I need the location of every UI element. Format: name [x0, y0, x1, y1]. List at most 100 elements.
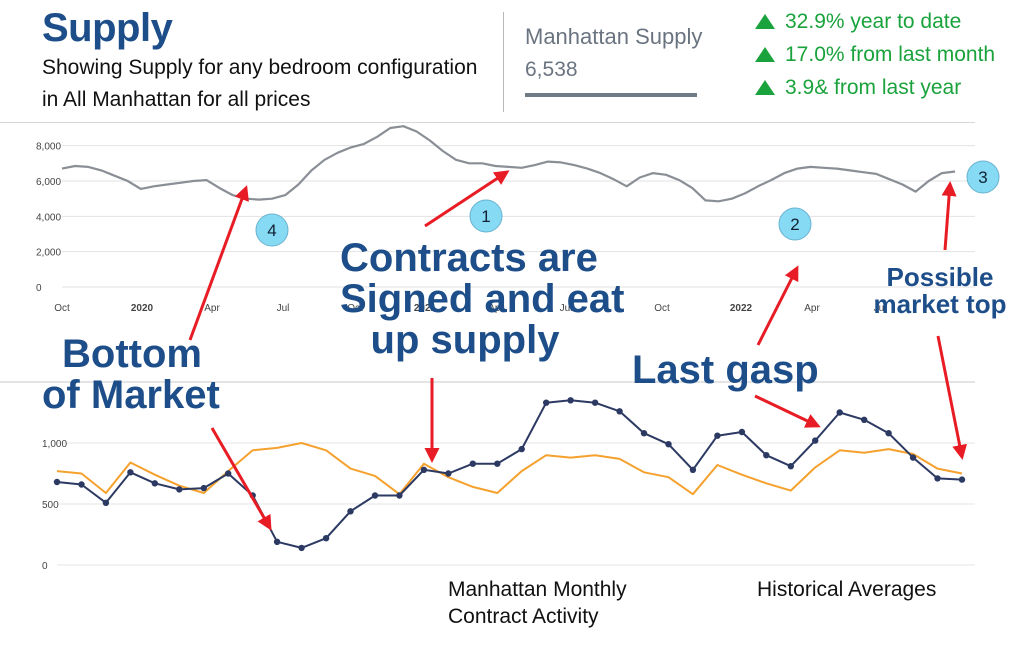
monthly-contract-point [763, 452, 770, 459]
caption-monthly-line2: Contract Activity [448, 605, 599, 629]
monthly-contract-point [494, 460, 501, 467]
supply-stat-value: 6,538 [525, 58, 578, 81]
monthly-contract-point [836, 409, 843, 416]
change-text: 3.9& from last year [785, 76, 962, 99]
up-triangle-icon [755, 47, 775, 62]
supply-y-tick-label: 6,000 [36, 177, 61, 188]
caption-monthly-contract-activity: Manhattan Monthly Contract Activity [448, 576, 627, 631]
arrow-to-marker-3 [941, 181, 957, 251]
annotation-last-gasp: Last gasp [632, 348, 819, 392]
monthly-contract-point [420, 466, 428, 473]
arrow-last-gasp-up [756, 265, 799, 346]
up-triangle-icon [755, 14, 775, 29]
historical-average-line [56, 442, 963, 496]
supply-y-tick-label: 0 [36, 283, 42, 294]
monthly-contract-point [567, 397, 574, 404]
supply-x-tick-label: 2021 [414, 303, 437, 314]
monthly-contract-point [714, 432, 721, 439]
supply-stat-label: Manhattan Supply [525, 24, 703, 49]
monthly-contract-point [53, 478, 61, 486]
monthly-contract-point [934, 475, 941, 482]
supply-x-tick-label: 2020 [131, 303, 154, 314]
monthly-contract-point [396, 492, 403, 499]
change-last-month: 17.0% from last month [755, 43, 995, 67]
arrow-last-gasp-right [754, 394, 821, 428]
monthly-contract-point [591, 399, 599, 406]
annotation-bottom-line2: of Market [42, 372, 220, 417]
supply-y-tick-label: 8,000 [36, 142, 61, 153]
change-last-year: 3.9& from last year [755, 76, 961, 100]
marker-2-label: 2 [790, 215, 799, 234]
subtitle-line-1: Showing Supply for any bedroom configura… [42, 56, 478, 79]
monthly-contract-point [958, 476, 966, 483]
monthly-contract-point [909, 454, 917, 461]
change-year-to-date: 32.9% year to date [755, 10, 961, 34]
annotation-contracts-line1: Contracts are [340, 236, 598, 280]
up-triangle-icon [755, 80, 775, 95]
supply-x-tick-label: Oct [654, 303, 670, 314]
monthly-contract-point [885, 430, 892, 437]
monthly-contract-point [689, 466, 697, 473]
supply-x-tick-label: Apr [204, 303, 220, 314]
contract-y-tick-label: 500 [42, 500, 59, 511]
arrow-to-marker-4 [188, 185, 249, 341]
monthly-contract-point [469, 460, 476, 467]
annotation-top-line1: Possible [886, 262, 994, 292]
monthly-contract-point [347, 508, 354, 515]
annotation-contracts: Contracts are Signed and eat up supply [340, 236, 625, 362]
change-text: 17.0% from last month [785, 43, 996, 66]
monthly-contract-point [298, 544, 305, 552]
monthly-contract-point [665, 441, 672, 448]
monthly-contract-point [176, 486, 183, 493]
contract-y-tick-label: 1,000 [42, 439, 67, 450]
annotation-bottom-line1: Bottom [62, 332, 202, 376]
marker-3-circle [966, 160, 1000, 194]
monthly-contract-point [738, 428, 746, 436]
monthly-contract-point [787, 463, 794, 470]
supply-y-tick-label: 4,000 [36, 212, 61, 223]
marker-4-circle [255, 213, 289, 247]
marker-1-label: 1 [481, 207, 490, 226]
caption-historical-averages: Historical Averages [757, 578, 937, 601]
monthly-contract-point [200, 484, 207, 492]
change-text: 32.9% year to date [785, 10, 962, 33]
monthly-contract-line [56, 399, 963, 549]
supply-y-tick-label: 2,000 [36, 248, 61, 259]
monthly-contract-point [78, 481, 85, 488]
marker-2-circle [778, 207, 812, 241]
monthly-contract-point [640, 430, 648, 437]
page-title: Supply [42, 6, 173, 50]
supply-x-tick-label: Jul [874, 303, 887, 314]
monthly-contract-point [151, 480, 158, 487]
contract-y-tick-label: 0 [42, 561, 48, 572]
supply-x-tick-label: 2022 [730, 303, 753, 314]
marker-4-label: 4 [267, 221, 276, 240]
arrow-bottom-of-market [210, 427, 272, 531]
monthly-contract-point [371, 492, 379, 499]
marker-3-label: 3 [978, 168, 987, 187]
supply-stat-bar [525, 93, 697, 97]
header-rule [0, 122, 975, 123]
monthly-contract-point [518, 445, 525, 453]
annotation-contracts-line2: Signed and eat [340, 276, 625, 321]
monthly-contract-point [322, 535, 330, 542]
supply-x-tick-label: Apr [804, 303, 820, 314]
monthly-contract-point [445, 470, 452, 477]
arrow-market-top-down [936, 335, 968, 460]
monthly-contract-point [616, 408, 623, 415]
supply-x-tick-label: Oct [54, 303, 70, 314]
annotation-contracts-line3: up supply [370, 317, 560, 362]
marker-1-circle [469, 199, 503, 233]
monthly-contract-point [543, 399, 550, 406]
subtitle-line-2: in All Manhattan for all prices [42, 88, 311, 111]
annotation-possible-market-top: Possible market top [872, 264, 1008, 317]
monthly-contract-point [225, 470, 232, 477]
monthly-contract-point [127, 469, 134, 476]
monthly-contract-point [861, 416, 868, 423]
supply-x-tick-label: Apr [488, 303, 504, 314]
supply-x-tick-label: Jul [560, 303, 573, 314]
caption-monthly-line1: Manhattan Monthly [448, 578, 627, 601]
arrow-to-marker-1 [424, 170, 510, 228]
annotation-top-line2: market top [873, 288, 1007, 319]
